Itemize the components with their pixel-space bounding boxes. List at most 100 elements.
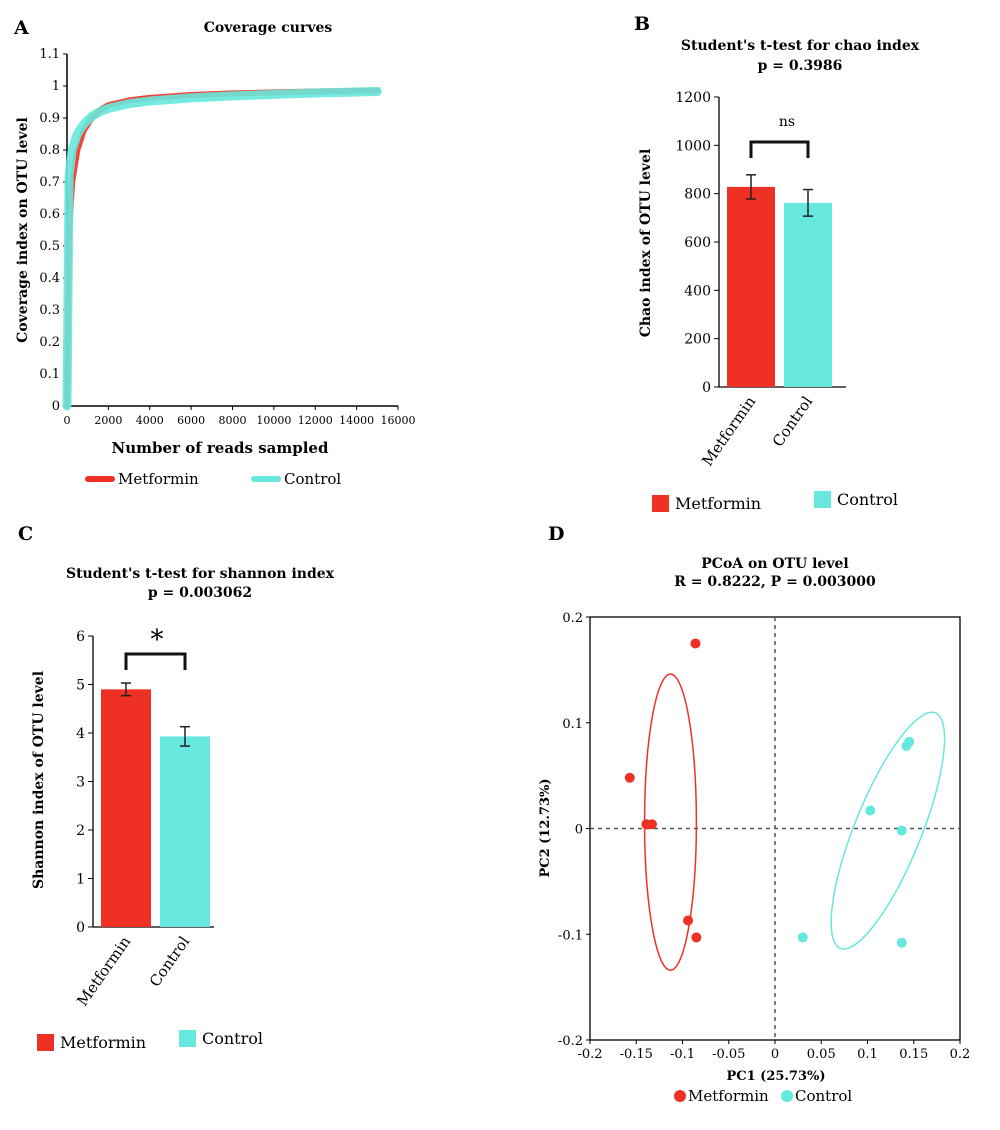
chart-a-y-tick-label: 0: [52, 399, 60, 414]
chart-c-x-tick-label: Control: [146, 933, 194, 990]
chart-b-significance: ns: [779, 114, 795, 130]
chart-a-y-tick-label: 1.1: [39, 47, 60, 62]
chart-c-significance: *: [151, 625, 164, 655]
chart-b-legend: Metformin Control: [652, 490, 898, 513]
legend-marker-control: [781, 1090, 793, 1102]
chart-b-y-tick-label: 400: [684, 283, 711, 299]
bar-metformin: [727, 186, 775, 387]
chart-d-ylabel: PC2 (12.73%): [538, 778, 553, 877]
bar-metformin: [101, 689, 151, 927]
chart-c-subtitle: p = 0.003062: [148, 585, 252, 601]
chart-c-y-tick-label: 2: [76, 823, 85, 839]
chart-b-ylabel: Chao index of OTU level: [638, 149, 654, 338]
chart-a-x-tick-label: 6000: [177, 414, 205, 427]
chart-c-y-tick-label: 0: [76, 920, 85, 936]
legend-label-control: Control: [837, 490, 898, 509]
legend-label-metformin: Metformin: [675, 494, 761, 513]
chart-a-x-tick-label: 2000: [94, 414, 122, 427]
chart-b-y-tick-label: 1200: [675, 90, 711, 106]
chart-c-title: Student's t-test for shannon index: [66, 566, 335, 582]
point-metformin: [690, 638, 701, 649]
chart-b-x-tick-label: Control: [769, 393, 817, 450]
point-metformin: [646, 819, 657, 830]
chart-a-x-tick-label: 16000: [381, 414, 416, 427]
chart-c-y-tick-label: 1: [76, 872, 85, 888]
chart-d-legend: Metformin Control: [674, 1087, 852, 1105]
chart-a-x-tick-label: 14000: [339, 414, 374, 427]
panel-a: A Coverage curves Coverage index on OTU …: [13, 17, 416, 488]
chart-a-title: Coverage curves: [204, 20, 333, 36]
point-control: [896, 825, 907, 836]
point-control: [896, 937, 907, 948]
point-metformin: [624, 772, 635, 783]
significance-bracket: [124, 652, 187, 670]
panel-d: D PCoA on OTU level R = 0.8222, P = 0.00…: [538, 523, 970, 1105]
chart-d-y-tick-label: 0: [575, 823, 583, 838]
legend-label-control: Control: [284, 470, 341, 488]
panel-letter-c: C: [18, 523, 33, 545]
chart-d-y-tick-label: -0.2: [558, 1034, 583, 1049]
chart-c-y-tick-label: 5: [76, 678, 85, 694]
chart-d-title: PCoA on OTU level: [701, 556, 848, 572]
chart-c-x-tick-label: Metformin: [73, 933, 134, 1010]
chart-d-x-tick-label: 0.15: [899, 1047, 928, 1062]
chart-b-y-tick-label: 200: [684, 332, 711, 348]
chart-b-y-tick-label: 600: [684, 235, 711, 251]
chart-d-x-tick-label: -0.2: [577, 1047, 602, 1062]
legend-marker-metformin: [674, 1090, 686, 1102]
chart-a-x-tick-label: 4000: [136, 414, 164, 427]
chart-d-y-tick-label: -0.1: [558, 928, 583, 943]
chart-b-y-tick-label: 0: [702, 380, 711, 396]
series-line-control: [62, 86, 382, 411]
bar-control: [784, 202, 832, 387]
chart-d-xlabel: PC1 (25.73%): [726, 1069, 825, 1084]
chart-c-y-tick-label: 3: [76, 775, 85, 791]
point-control: [865, 805, 876, 816]
legend-label-control: Control: [795, 1087, 852, 1105]
panel-letter-a: A: [13, 17, 29, 39]
chart-a-y-tick-label: 0.1: [39, 367, 60, 382]
chart-d-x-tick-label: 0.05: [807, 1047, 836, 1062]
chart-a-y-tick-label: 0.4: [39, 271, 60, 286]
chart-d-x-tick-label: 0.2: [950, 1047, 971, 1062]
bar-control: [160, 736, 210, 927]
chart-c-y-tick-label: 6: [76, 629, 85, 645]
chart-a-y-tick-label: 0.7: [39, 175, 60, 190]
chart-d-y-tick-label: 0.1: [562, 717, 583, 732]
chart-d-x-tick-label: 0.1: [857, 1047, 878, 1062]
chart-d-y-tick-label: 0.2: [562, 611, 583, 626]
significance-bracket: [749, 140, 810, 158]
legend-label-metformin: Metformin: [118, 470, 199, 488]
confidence-ellipse-control: [830, 711, 946, 950]
point-control: [901, 741, 912, 752]
chart-a-y-tick-label: 0.5: [39, 239, 60, 254]
chart-a-xlabel: Number of reads sampled: [112, 439, 329, 457]
series-line-metformin: [64, 87, 381, 409]
point-control: [797, 932, 808, 943]
chart-d-subtitle: R = 0.8222, P = 0.003000: [674, 574, 876, 590]
chart-d-x-tick-label: -0.1: [670, 1047, 695, 1062]
chart-a-y-tick-label: 0.2: [39, 335, 60, 350]
chart-b-title: Student's t-test for chao index: [681, 38, 920, 54]
chart-c-ylabel: Shannon index of OTU level: [31, 671, 47, 889]
chart-c-y-tick-label: 4: [76, 726, 85, 742]
legend-swatch-control: [179, 1030, 196, 1047]
chart-d-x-tick-label: -0.15: [620, 1047, 653, 1062]
chart-a-y-tick-label: 0.6: [39, 207, 60, 222]
chart-a-legend: Metformin Control: [85, 470, 341, 488]
panel-b: B Student's t-test for chao index p = 0.…: [634, 13, 920, 513]
legend-label-metformin: Metformin: [688, 1087, 769, 1105]
chart-b-y-tick-label: 1000: [675, 138, 711, 154]
chart-a-y-tick-label: 1: [52, 79, 60, 94]
point-metformin: [691, 932, 702, 943]
legend-swatch-metformin: [652, 495, 669, 512]
chart-a-x-tick-label: 12000: [298, 414, 333, 427]
chart-a-y-tick-label: 0.3: [39, 303, 60, 318]
chart-a-x-tick-label: 10000: [256, 414, 291, 427]
legend-swatch-control: [814, 491, 831, 508]
legend-swatch-metformin: [37, 1034, 54, 1051]
chart-a-y-tick-label: 0.8: [39, 143, 60, 158]
panel-letter-b: B: [634, 13, 650, 35]
chart-a-x-tick-label: 8000: [219, 414, 247, 427]
legend-label-metformin: Metformin: [60, 1033, 146, 1052]
